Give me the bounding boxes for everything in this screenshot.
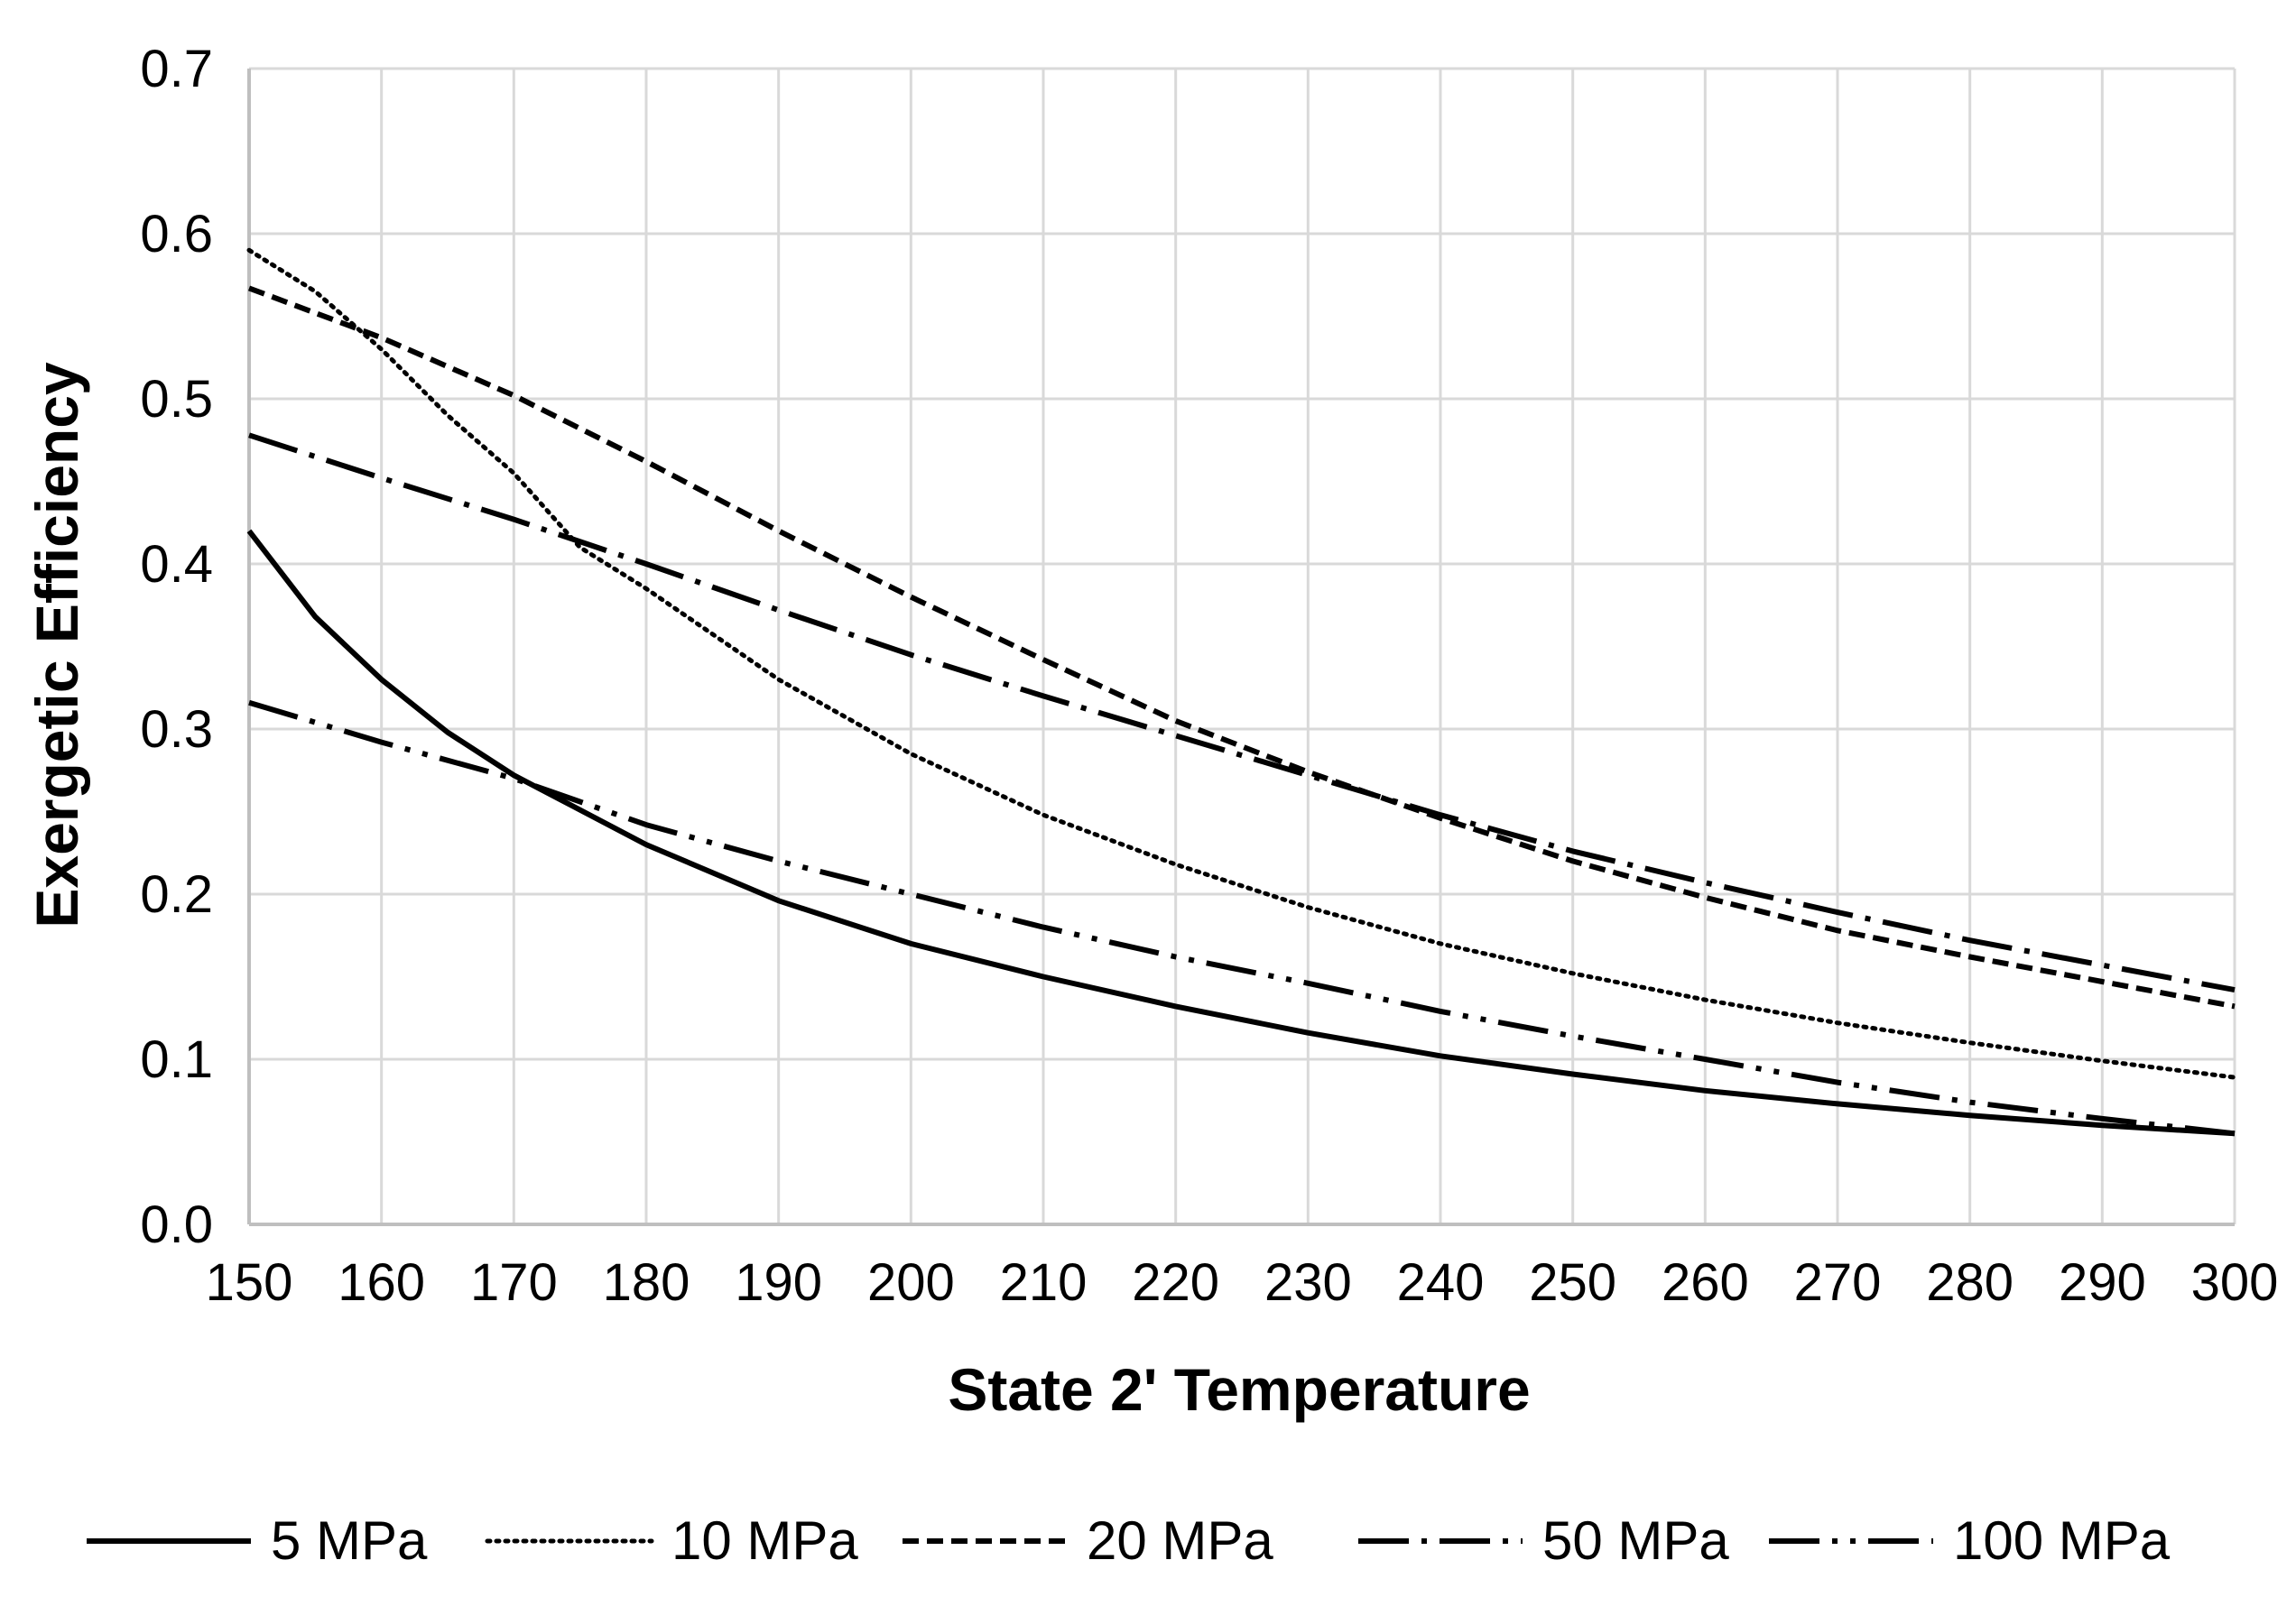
x-tick-label: 150 (206, 1253, 293, 1312)
legend-label: 100 MPa (1953, 1510, 2171, 1571)
y-tick-label: 0.1 (140, 1030, 213, 1089)
series-line-100-mpa (248, 699, 2236, 1137)
grid-lines (247, 67, 2236, 1226)
legend: 5 MPa 10 MPa 20 MPa 50 MPa 100 MPa (87, 1510, 2171, 1571)
x-tick-label: 190 (735, 1253, 822, 1312)
x-tick-label: 230 (1264, 1253, 1352, 1312)
x-tick-label: 290 (2059, 1253, 2146, 1312)
x-tick-label: 200 (867, 1253, 955, 1312)
series-line-10-mpa (246, 247, 2237, 1080)
legend-label: 5 MPa (271, 1510, 428, 1571)
y-axis-title: Exergetic Efficiency (23, 362, 90, 928)
x-tick-label: 170 (470, 1253, 558, 1312)
y-tick-label: 0.4 (140, 535, 213, 594)
x-axis-title: State 2' Temperature (948, 1356, 1530, 1423)
x-tick-label: 160 (338, 1253, 425, 1312)
y-tick-label: 0.6 (140, 205, 213, 263)
legend-item: 20 MPa (903, 1510, 1273, 1571)
series-line-5-mpa (246, 529, 2236, 1137)
series-layer (246, 247, 2237, 1137)
legend-item: 100 MPa (1769, 1510, 2171, 1571)
legend-item: 10 MPa (485, 1510, 858, 1571)
legend-item: 5 MPa (87, 1510, 428, 1571)
x-tick-label: 300 (2191, 1253, 2279, 1312)
legend-label: 20 MPa (1087, 1510, 1273, 1571)
x-tick-label: 220 (1132, 1253, 1219, 1312)
x-tick-label: 180 (603, 1253, 690, 1312)
tick-labels: 150 160 170 180 190 200 210 220 230 240 250 260 270 2… (140, 40, 2278, 1312)
legend-item: 50 MPa (1358, 1510, 1729, 1571)
y-tick-label: 0.5 (140, 370, 213, 429)
x-tick-label: 280 (1926, 1253, 2014, 1312)
axes (247, 69, 2235, 1226)
y-tick-label: 0.3 (140, 700, 213, 759)
y-tick-label: 0.2 (140, 865, 213, 924)
legend-label: 50 MPa (1542, 1510, 1729, 1571)
x-tick-label: 250 (1529, 1253, 1616, 1312)
x-tick-label: 240 (1397, 1253, 1485, 1312)
series-line-20-mpa (247, 285, 2236, 1010)
x-tick-label: 210 (1000, 1253, 1088, 1312)
series-line-50-mpa (248, 432, 2236, 993)
legend-label: 10 MPa (671, 1510, 858, 1571)
x-tick-label: 270 (1794, 1253, 1882, 1312)
y-tick-label: 0.7 (140, 40, 213, 98)
x-tick-label: 260 (1662, 1253, 1749, 1312)
y-tick-label: 0.0 (140, 1195, 213, 1254)
